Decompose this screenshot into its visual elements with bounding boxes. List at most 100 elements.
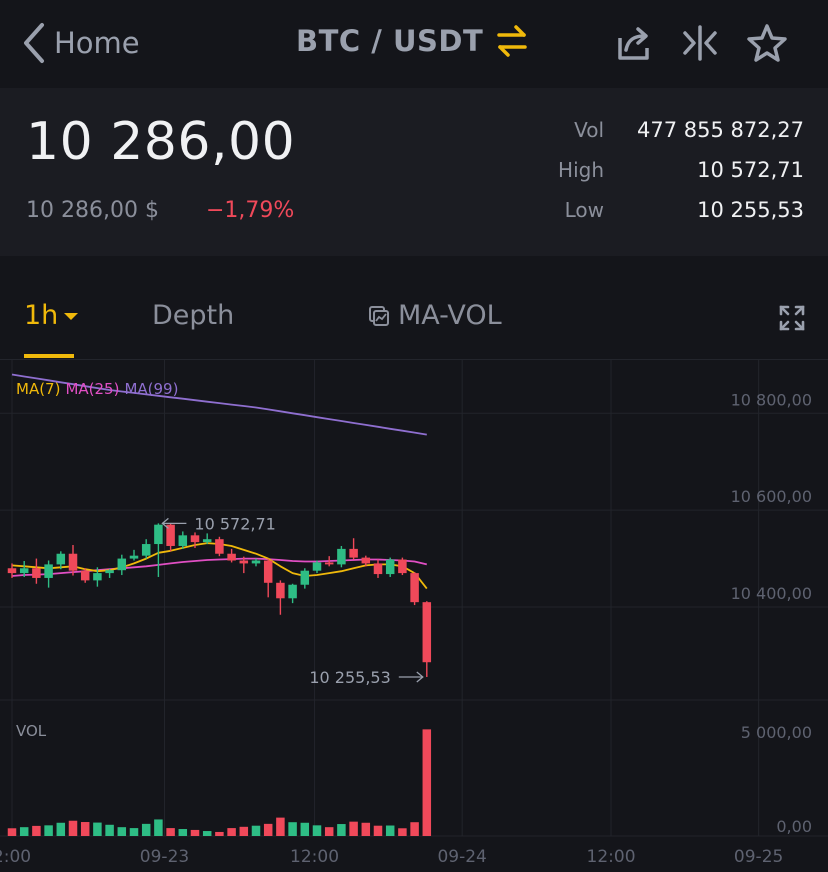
candle	[154, 523, 163, 577]
candle-body	[312, 562, 322, 571]
candle	[373, 559, 383, 578]
candle	[56, 551, 66, 570]
candle	[251, 558, 261, 567]
candle-body	[288, 584, 297, 599]
high-marker-label: 10 572,71	[194, 514, 275, 533]
kline-chart-canvas[interactable]: 10 400,00 10 600,00 10 800,00 0,00 5 000,00 2…	[0, 360, 828, 872]
candle	[300, 568, 310, 589]
price-axis-label: 10 600,00	[731, 487, 812, 506]
compare-button[interactable]	[682, 24, 718, 66]
volume-bar	[398, 828, 407, 836]
share-button[interactable]	[616, 24, 652, 66]
candle-body	[7, 568, 17, 574]
tab-indicator-label: MA-VOL	[398, 300, 502, 331]
time-axis-label: 09-25	[734, 847, 783, 867]
back-button[interactable]: Home	[22, 22, 140, 64]
volume-bar	[337, 824, 346, 836]
stat-value: 477 855 872,27	[637, 118, 804, 142]
candle-body	[141, 544, 151, 556]
volume-bar	[239, 826, 249, 836]
volume-bar	[202, 831, 212, 836]
candle-body	[117, 558, 127, 571]
candle-body	[105, 570, 114, 574]
candle-body	[68, 553, 78, 571]
time-axis-label: 09-24	[437, 847, 486, 867]
candle	[202, 533, 212, 545]
compare-icon	[683, 25, 717, 61]
candle-body	[410, 573, 419, 603]
candle	[178, 531, 188, 549]
volume-bar	[300, 822, 310, 836]
stat-low: Low 10 255,53	[524, 198, 804, 230]
chevron-left-icon	[24, 23, 44, 63]
candle	[32, 558, 41, 584]
candle-body	[202, 539, 212, 543]
candle-body	[19, 568, 29, 574]
candle	[215, 536, 224, 557]
low-marker-arrow	[416, 671, 424, 683]
stat-value: 10 255,53	[697, 198, 804, 222]
candle	[117, 554, 127, 576]
volume-bar	[373, 825, 383, 836]
candle	[324, 556, 334, 567]
volume-bar	[349, 821, 358, 836]
expand-icon	[779, 305, 805, 331]
candle-body	[154, 524, 163, 545]
candle-body	[276, 582, 285, 599]
volume-bar	[68, 820, 78, 836]
candle-body	[337, 548, 346, 565]
candle	[190, 532, 200, 548]
candle	[361, 555, 371, 567]
candle	[44, 560, 53, 588]
candle	[7, 563, 17, 578]
candle	[105, 569, 114, 578]
candle	[312, 560, 322, 574]
favorite-button[interactable]	[746, 22, 788, 68]
candle-body	[398, 559, 407, 574]
ticker-panel: 10 286,00 10 286,00 $ −1,79% Vol 477 855…	[0, 88, 828, 256]
candle	[129, 549, 139, 561]
candle	[410, 572, 419, 606]
last-price: 10 286,00	[26, 112, 296, 172]
candle	[80, 568, 90, 583]
stat-volume: Vol 477 855 872,27	[524, 118, 804, 150]
tab-depth[interactable]: Depth	[152, 300, 234, 331]
legend-ma7: MA(7)	[16, 380, 61, 398]
legend-ma99: MA(99)	[124, 380, 179, 398]
pair-selector[interactable]: BTC / USDT	[296, 24, 529, 58]
tab-indicator[interactable]: MA-VOL	[368, 300, 502, 331]
candle-body	[129, 555, 139, 559]
candle	[398, 557, 407, 576]
star-icon	[747, 24, 787, 62]
active-tab-indicator	[24, 354, 74, 358]
stat-high: High 10 572,71	[524, 158, 804, 190]
candle-body	[93, 573, 102, 581]
volume-bar	[324, 827, 334, 836]
swap-arrows-icon	[497, 25, 527, 57]
kline-chart[interactable]: 10 400,00 10 600,00 10 800,00 0,00 5 000,00 2…	[0, 360, 828, 872]
candle	[276, 580, 285, 615]
volume-series	[7, 729, 432, 836]
volume-bar	[105, 824, 114, 836]
candle-body	[263, 560, 273, 583]
volume-bar	[215, 831, 224, 836]
candle	[349, 538, 358, 560]
candle-body	[80, 570, 90, 581]
volume-bar	[166, 828, 175, 836]
volume-bar	[410, 822, 419, 836]
candle	[166, 523, 175, 552]
candle-body	[373, 563, 383, 575]
candle-body	[215, 539, 224, 554]
candle-body	[56, 553, 66, 565]
volume-bar	[251, 825, 261, 836]
tab-interval[interactable]: 1h	[24, 300, 79, 331]
candle-body	[227, 553, 236, 561]
high-marker-arrow	[161, 517, 169, 529]
volume-bar	[117, 827, 127, 836]
extreme-markers: 10 572,71 10 255,53	[161, 514, 424, 687]
share-icon	[618, 27, 649, 60]
fullscreen-button[interactable]	[778, 304, 806, 336]
candle-body	[239, 560, 249, 564]
candle-body	[190, 535, 200, 543]
candle-body	[166, 524, 175, 546]
